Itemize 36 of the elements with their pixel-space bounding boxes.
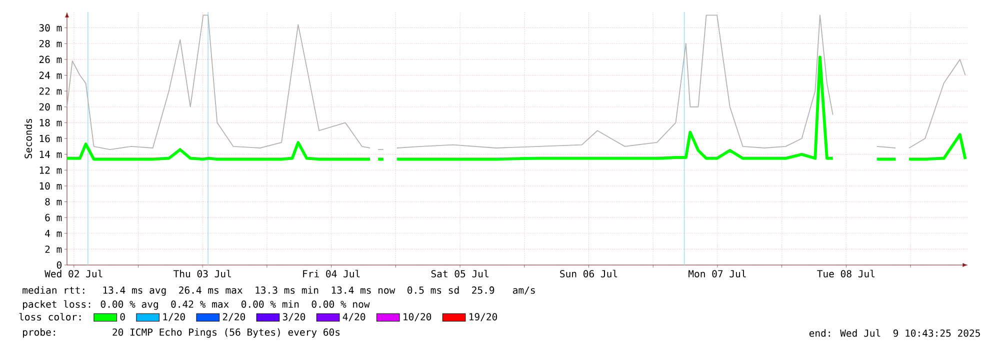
y-tick-label: 4 m [45,230,62,237]
y-tick-label: 10 m [40,182,62,190]
x-tick-label: Sun 06 Jul [560,270,618,278]
legend-title: loss color: [19,312,81,321]
x-tick-label: Sat 05 Jul [431,270,488,278]
legend-label: 3/20 [282,313,306,322]
y-tick-label: 12 m [40,166,62,174]
x-tick-label: Wed 02 Jul [44,270,102,278]
y-axis-title: Seconds [24,118,32,158]
text: end: Wed Jul 9 10:43:25 2025 [809,329,980,337]
y-tick-label: 0 [56,261,62,269]
y-tick-label: 16 m [40,134,62,142]
legend-label: 2/20 [222,313,246,322]
y-tick-label: 6 m [45,214,62,222]
legend-label: 19/20 [470,313,498,322]
legend-label: 10/20 [404,313,432,322]
x-tick-label: Mon 07 Jul [688,270,746,278]
legend-label: 0 [120,313,125,320]
legend-label: 1/20 [163,313,185,322]
y-tick-label: 20 m [39,103,62,111]
x-tick-label: Tue 08 Jul [817,270,875,278]
y-tick-label: 14 m [40,150,62,158]
x-tick-label: Thu 03 Jul [174,270,231,278]
y-tick-label: 30 m [39,24,62,32]
y-tick-label: 22 m [39,87,62,95]
text: probe: 20 ICMP Echo Pings (56 Bytes) every 60s [23,328,340,338]
y-tick-label: 28 m [39,40,62,48]
y-tick-label: 26 m [39,56,62,64]
y-tick-label: 2 m [45,246,62,253]
y-tick-label: 24 m [39,72,62,79]
y-tick-label: 18 m [40,119,62,126]
y-tick-label: 8 m [45,198,62,206]
text: packet loss: 0.00 % avg 0.42 % max 0.00 % min 0.00 % now [23,300,370,310]
legend-label: 4/20 [342,313,366,322]
text: median rtt: 13.4 ms avg 26.4 ms max 13.3 ms min 13.4 ms now 0.5 ms sd 25.9 am/s [22,286,535,296]
x-tick-label: Fri 04 Jul [303,270,360,278]
